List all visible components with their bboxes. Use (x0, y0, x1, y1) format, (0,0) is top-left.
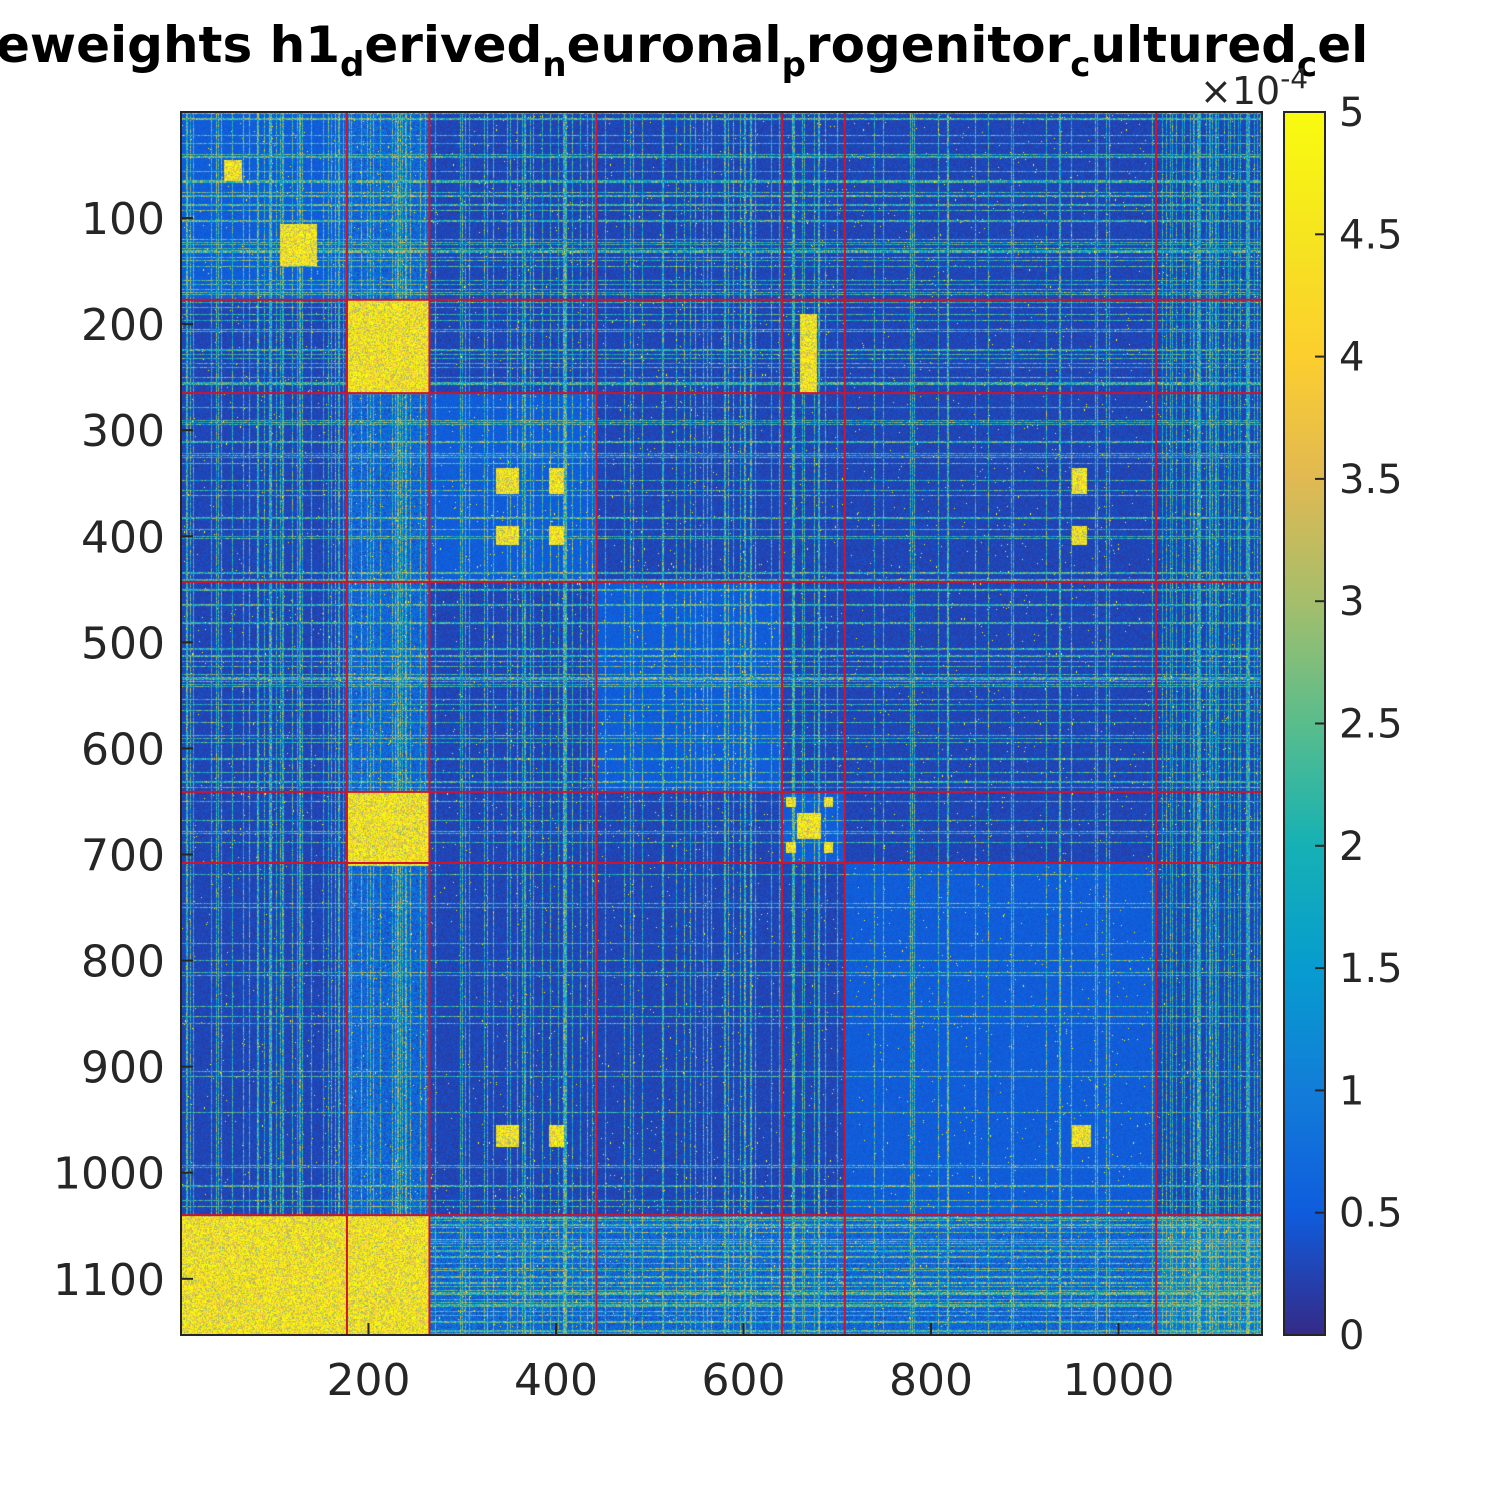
x-axis: 200 400 600 800 1000 (327, 1323, 1175, 1406)
chart-title-segment: c (1070, 45, 1090, 85)
colorbar-tick-label: 1 (1339, 1068, 1364, 1114)
colorbar: 0 0.5 1 1.5 2 2.5 3 3.5 4 4.5 5 ×10-4 (1200, 62, 1403, 1359)
heatmap-canvas (181, 112, 1262, 1335)
y-tick-label: 400 (81, 512, 165, 563)
y-tick-label: 600 (81, 724, 165, 775)
colorbar-tick-label: 4.5 (1339, 212, 1403, 258)
y-tick-label: 200 (81, 300, 165, 351)
plot-frame (180, 111, 1263, 1336)
x-tick-label: 1000 (1063, 1355, 1175, 1406)
colorbar-ticks: 0 0.5 1 1.5 2 2.5 3 3.5 4 4.5 5 (1315, 90, 1403, 1359)
chart-title-segment: euronal (567, 16, 782, 74)
y-tick-label: 700 (81, 830, 165, 881)
colorbar-tick-label: 0.5 (1339, 1191, 1403, 1237)
colorbar-tick-label: 4 (1339, 335, 1364, 381)
chart-title-segment: d (340, 45, 364, 85)
chart-title-segment: ultured (1090, 16, 1297, 74)
x-tick-label: 800 (889, 1355, 973, 1406)
chart-title-segment: rogenitor (806, 16, 1071, 74)
chart-title-segment: n (542, 45, 566, 85)
colorbar-tick-label: 3.5 (1339, 457, 1403, 503)
y-tick-label: 100 (81, 194, 165, 245)
colorbar-tick-label: 0 (1339, 1313, 1364, 1359)
colorbar-tick-label: 3 (1339, 579, 1364, 625)
y-tick-label: 900 (81, 1043, 165, 1094)
x-tick-label: 400 (514, 1355, 598, 1406)
y-tick-label: 800 (81, 937, 165, 988)
heatmap (180, 111, 1263, 1336)
y-tick-label: 500 (81, 618, 165, 669)
chart-title-segment: p (782, 45, 806, 85)
colorbar-exponent-label: ×10-4 (1200, 62, 1308, 113)
chart-title-segment: erived (364, 16, 542, 74)
y-tick-label: 1100 (53, 1255, 165, 1306)
y-tick-label: 1000 (53, 1149, 165, 1200)
colorbar-tick-label: 2 (1339, 824, 1364, 870)
colorbar-tick-label: 5 (1339, 90, 1364, 136)
colorbar-exponent-base: ×10 (1200, 69, 1280, 113)
x-tick-label: 600 (702, 1355, 786, 1406)
x-tick-label: 200 (327, 1355, 411, 1406)
colorbar-exponent-power: -4 (1280, 62, 1308, 95)
chart-title: eweights h1derivedneuronalprogenitorcult… (0, 16, 1368, 85)
chart-title-segment: c (1297, 45, 1317, 85)
chart-title-segment: el (1317, 16, 1368, 74)
y-axis: 100 200 300 400 500 600 700 800 900 1000 1100 (53, 194, 193, 1306)
y-tick-label: 300 (81, 406, 165, 457)
colorbar-tick-label: 1.5 (1339, 946, 1403, 992)
cluster-boundary-lines (181, 112, 1262, 1335)
chart-title-segment: eweights h1 (0, 16, 340, 74)
colorbar-tick-label: 2.5 (1339, 702, 1403, 748)
